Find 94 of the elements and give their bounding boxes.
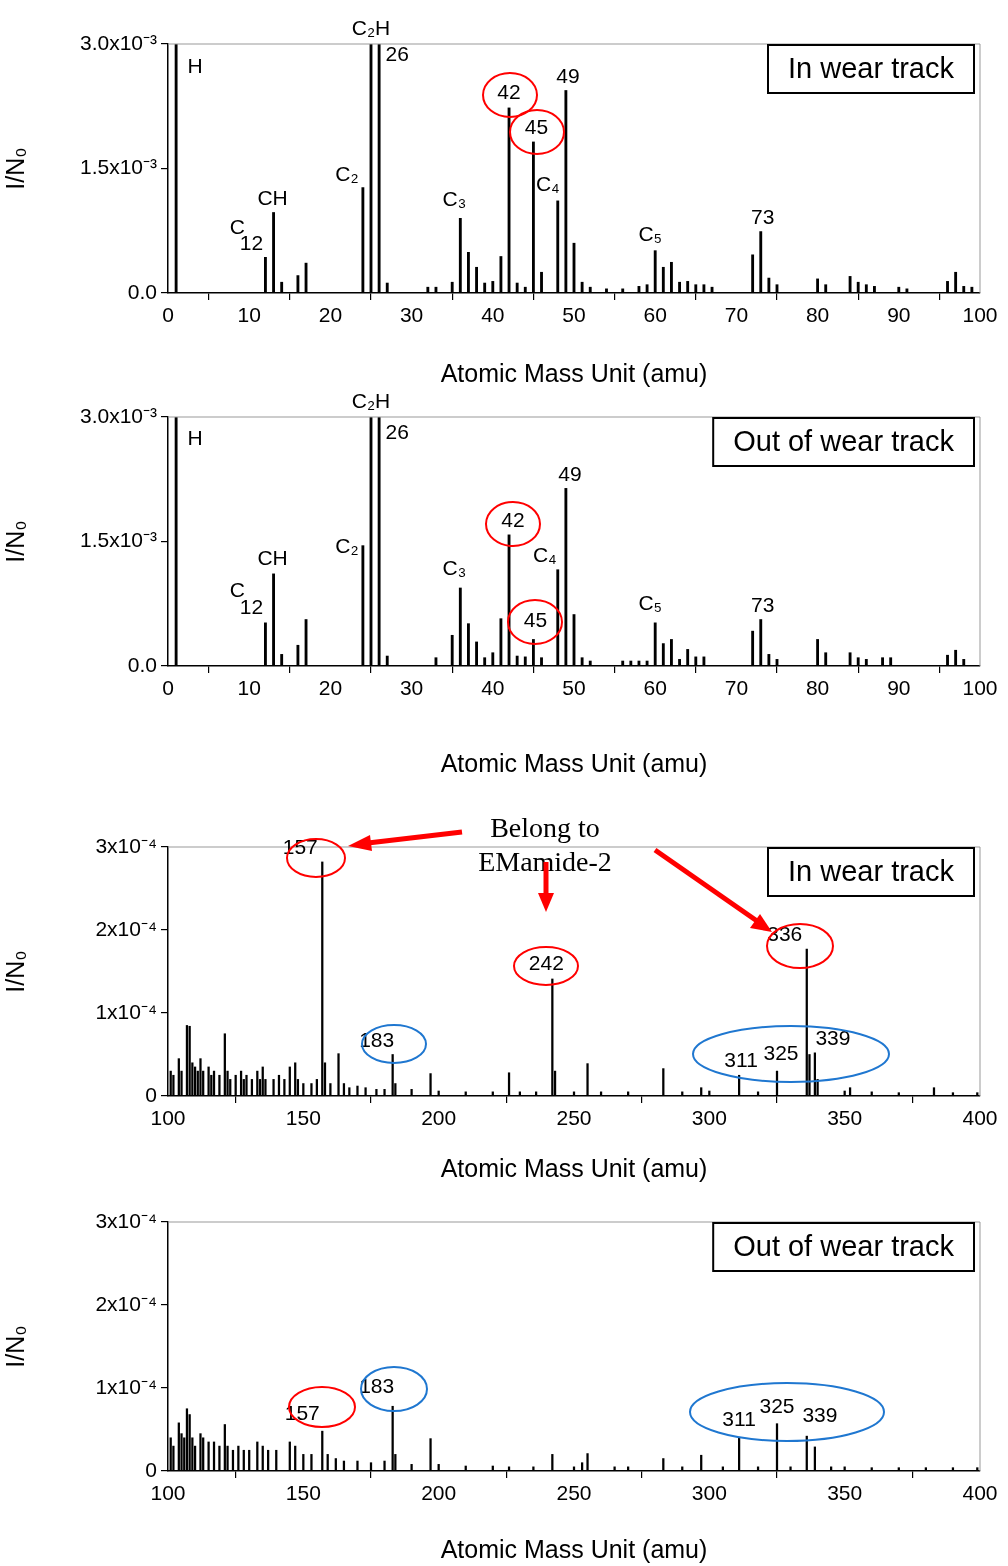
x-tick-label: 0 [162, 303, 174, 327]
x-tick-label: 250 [556, 1106, 592, 1130]
annotation: C₂H [351, 389, 391, 413]
annotation: 45 [524, 115, 549, 139]
annotation: 73 [751, 204, 775, 228]
x-tick-label: 0 [162, 676, 174, 700]
annotation: 325 [763, 1041, 799, 1065]
annotation: 45 [523, 607, 548, 631]
annotation: 339 [802, 1403, 838, 1427]
x-tick-label: 40 [481, 676, 505, 700]
x-tick-label: 400 [962, 1106, 998, 1130]
y-axis-title: I/N₀ [0, 1325, 29, 1368]
x-tick-label: 200 [421, 1481, 457, 1505]
x-tick-label: 80 [805, 303, 830, 327]
x-tick-label: 10 [237, 676, 261, 700]
x-tick-label: 20 [318, 676, 343, 700]
y-tick-label: 1.5x10⁻³ [79, 528, 157, 552]
x-tick-label: 150 [285, 1481, 321, 1505]
x-tick-label: 100 [962, 676, 998, 700]
x-axis-title: Atomic Mass Unit (amu) [440, 1153, 708, 1182]
x-tick-label: 200 [421, 1106, 457, 1130]
x-axis-title: Atomic Mass Unit (amu) [440, 748, 708, 777]
x-tick-label: 100 [150, 1106, 186, 1130]
y-axis-title: I/N₀ [0, 147, 29, 190]
x-tick-label: 350 [827, 1481, 863, 1505]
y-tick-label: 1x10⁻⁴ [95, 1374, 157, 1398]
x-tick-label: 40 [481, 303, 505, 327]
x-axis-title: Atomic Mass Unit (amu) [440, 358, 708, 387]
annotation: In wear track [788, 52, 955, 84]
annotation: 311 [722, 1407, 756, 1431]
x-tick-label: 350 [827, 1106, 863, 1130]
x-tick-label: 30 [399, 676, 424, 700]
annotation: C₄ [532, 543, 557, 567]
x-tick-label: 30 [399, 303, 424, 327]
annotation: C₂H [351, 16, 391, 40]
annotation: C₃ [442, 556, 467, 580]
y-tick-label: 3.0x10⁻³ [79, 403, 157, 427]
annotation: H [187, 426, 203, 450]
y-tick-label: 0.0 [127, 279, 157, 303]
annotation: Belong to EMamide-2 [478, 812, 612, 878]
x-tick-label: 400 [962, 1481, 998, 1505]
x-tick-label: 10 [237, 303, 261, 327]
x-tick-label: 100 [962, 303, 998, 327]
annotation: 26 [385, 420, 409, 444]
annotation: 311 [724, 1047, 758, 1071]
x-axis-title: Atomic Mass Unit (amu) [440, 1534, 708, 1563]
x-tick-label: 70 [724, 676, 749, 700]
x-tick-label: 50 [562, 303, 586, 327]
y-tick-label: 3x10⁻⁴ [95, 833, 157, 857]
x-tick-label: 150 [285, 1106, 321, 1130]
x-tick-label: 90 [887, 303, 911, 327]
y-tick-label: 3x10⁻⁴ [95, 1208, 157, 1232]
x-tick-label: 70 [724, 303, 749, 327]
x-tick-label: 100 [150, 1481, 186, 1505]
annotation: 42 [501, 508, 525, 532]
x-tick-label: 80 [805, 676, 830, 700]
x-tick-label: 60 [643, 303, 667, 327]
x-tick-label: 60 [643, 676, 667, 700]
y-axis-title: I/N₀ [0, 950, 29, 993]
x-tick-label: 20 [318, 303, 343, 327]
annotation: 339 [815, 1026, 851, 1050]
y-tick-label: 0.0 [127, 652, 157, 676]
annotation: C₃ [442, 186, 467, 210]
annotation: 242 [528, 951, 564, 975]
y-tick-label: 3.0x10⁻³ [79, 30, 157, 54]
y-axis-title: I/N₀ [0, 520, 29, 563]
annotation: 26 [385, 42, 409, 66]
annotation: CH [257, 546, 288, 570]
annotation: 325 [759, 1393, 795, 1417]
annotation: 49 [556, 63, 580, 87]
annotation: C₂ [335, 161, 359, 185]
annotation: H [187, 54, 203, 78]
annotation: 42 [497, 80, 521, 104]
x-tick-label: 90 [887, 676, 911, 700]
y-tick-label: 2x10⁻⁴ [95, 916, 157, 940]
x-tick-label: 250 [556, 1481, 592, 1505]
annotation: 49 [558, 461, 582, 485]
y-tick-label: 1x10⁻⁴ [95, 999, 157, 1023]
annotation: Out of wear track [733, 1230, 955, 1262]
annotation: CH [257, 185, 288, 209]
x-tick-label: 50 [562, 676, 586, 700]
annotation: In wear track [788, 855, 955, 887]
x-tick-label: 300 [691, 1481, 727, 1505]
annotation: C₄ [535, 172, 560, 196]
x-tick-label: 300 [691, 1106, 727, 1130]
y-tick-label: 1.5x10⁻³ [79, 155, 157, 179]
annotation: C₅ [638, 221, 663, 245]
y-tick-label: 0 [145, 1457, 157, 1481]
annotation: 73 [751, 592, 775, 616]
annotation: C₂ [335, 533, 359, 557]
y-tick-label: 0 [145, 1082, 157, 1106]
annotation: Out of wear track [733, 425, 955, 457]
y-tick-label: 2x10⁻⁴ [95, 1291, 157, 1315]
annotation: C₅ [638, 591, 663, 615]
